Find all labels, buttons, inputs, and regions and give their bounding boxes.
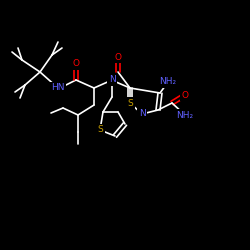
Text: O: O — [182, 90, 188, 100]
Text: S: S — [97, 126, 103, 134]
Text: S: S — [127, 98, 133, 108]
Text: HN: HN — [51, 84, 65, 92]
Text: N: N — [108, 76, 116, 84]
Text: NH₂: NH₂ — [160, 78, 176, 86]
Text: O: O — [114, 52, 121, 62]
Text: NH₂: NH₂ — [176, 110, 194, 120]
Text: O: O — [72, 60, 80, 68]
Text: N: N — [138, 110, 145, 118]
